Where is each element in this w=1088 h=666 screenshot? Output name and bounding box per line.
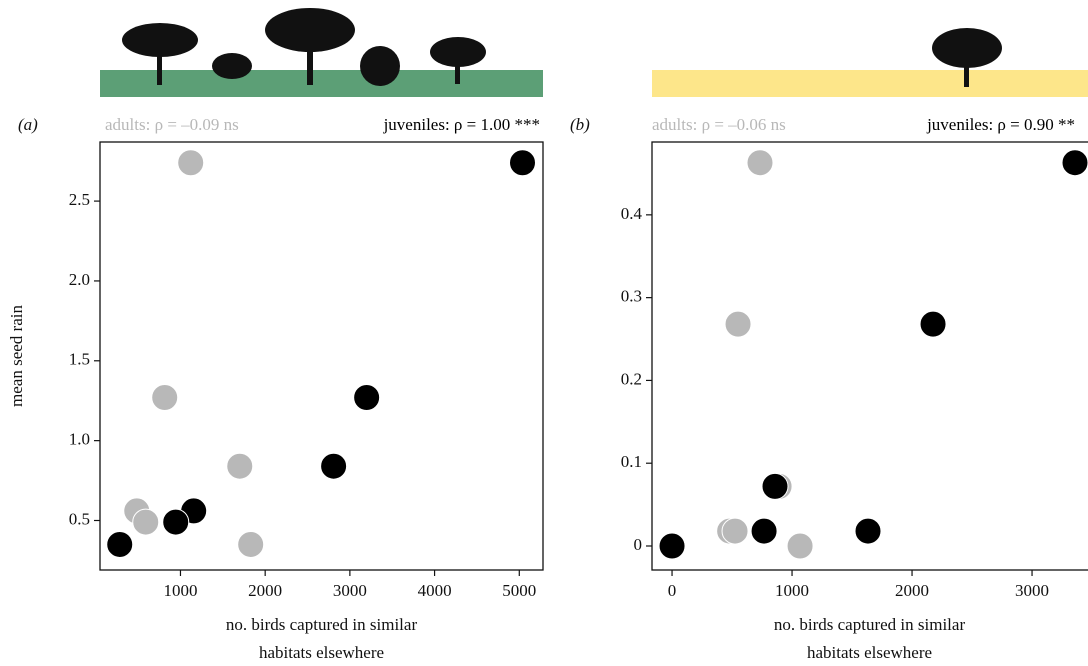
x-tick-label: 1000 bbox=[163, 581, 197, 600]
plot-frame bbox=[651, 141, 1088, 571]
x-tick-label: 4000 bbox=[418, 581, 452, 600]
y-tick-label: 2.0 bbox=[69, 270, 90, 289]
point bbox=[658, 532, 686, 560]
y-tick-label: 1.5 bbox=[69, 350, 90, 369]
point bbox=[919, 310, 947, 338]
point bbox=[237, 530, 265, 558]
legend-adults: adults: ρ = –0.06 ns bbox=[652, 115, 786, 134]
habitat-illustration-a bbox=[100, 8, 543, 97]
plot-frame bbox=[99, 141, 544, 571]
y-tick-label: 0.3 bbox=[621, 287, 642, 306]
x-axis-label: no. birds captured in similar bbox=[774, 615, 966, 634]
y-tick-label: 2.5 bbox=[69, 190, 90, 209]
point bbox=[162, 508, 190, 536]
point bbox=[1061, 149, 1088, 177]
point bbox=[854, 517, 882, 545]
y-axis-label: mean seed rain bbox=[7, 305, 26, 407]
x-axis-label: habitats elsewhere bbox=[259, 643, 384, 662]
point bbox=[509, 149, 537, 177]
y-tick-label: 0.2 bbox=[621, 369, 642, 388]
x-tick-label: 1000 bbox=[775, 581, 809, 600]
point bbox=[320, 452, 348, 480]
point bbox=[724, 310, 752, 338]
point bbox=[151, 384, 179, 412]
point bbox=[721, 517, 749, 545]
y-tick-label: 0.1 bbox=[621, 452, 642, 471]
x-tick-label: 3000 bbox=[333, 581, 367, 600]
legend-juveniles: juveniles: ρ = 1.00 *** bbox=[383, 115, 540, 134]
point bbox=[750, 517, 778, 545]
x-tick-label: 0 bbox=[668, 581, 677, 600]
point bbox=[761, 472, 789, 500]
y-tick-label: 0.4 bbox=[621, 204, 643, 223]
x-tick-label: 2000 bbox=[248, 581, 282, 600]
points bbox=[658, 149, 1088, 560]
legend-juveniles: juveniles: ρ = 0.90 ** bbox=[926, 115, 1075, 134]
panel-label: (b) bbox=[570, 115, 590, 134]
point bbox=[353, 384, 381, 412]
panel-label: (a) bbox=[18, 115, 38, 134]
x-axis-label: habitats elsewhere bbox=[807, 643, 932, 662]
x-tick-label: 5000 bbox=[502, 581, 536, 600]
x-tick-label: 2000 bbox=[895, 581, 929, 600]
point bbox=[226, 452, 254, 480]
y-tick-label: 0 bbox=[634, 535, 643, 554]
point bbox=[106, 530, 134, 558]
point bbox=[746, 149, 774, 177]
x-tick-label: 3000 bbox=[1015, 581, 1049, 600]
habitat-illustration-b bbox=[652, 28, 1088, 97]
point bbox=[177, 149, 205, 177]
y-tick-label: 1.0 bbox=[69, 430, 90, 449]
point bbox=[786, 532, 814, 560]
point bbox=[132, 508, 160, 536]
legend-adults: adults: ρ = –0.09 ns bbox=[105, 115, 239, 134]
points bbox=[106, 149, 537, 558]
x-axis-label: no. birds captured in similar bbox=[226, 615, 418, 634]
y-tick-label: 0.5 bbox=[69, 509, 90, 528]
